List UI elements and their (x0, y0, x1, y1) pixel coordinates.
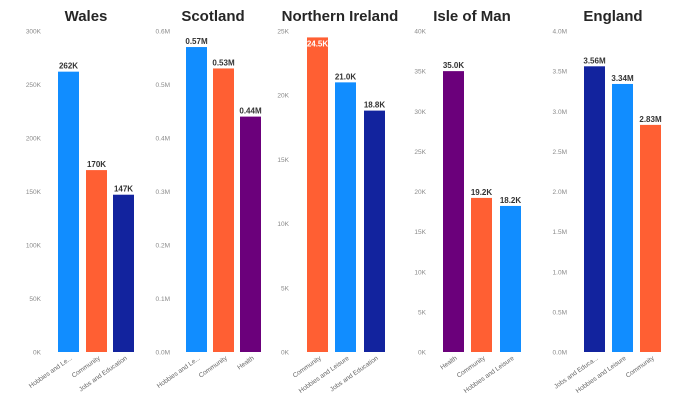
bar[interactable] (364, 110, 385, 352)
bar[interactable] (640, 124, 661, 352)
bar[interactable] (240, 116, 261, 352)
y-tick-label: 0K (418, 350, 427, 357)
y-tick-label: 50K (29, 296, 41, 303)
bar[interactable] (213, 68, 234, 352)
y-tick-label: 15K (414, 229, 426, 236)
data-label: 18.8K (364, 101, 386, 110)
y-tick-label: 0.2M (156, 243, 170, 250)
bar[interactable] (113, 194, 134, 352)
data-label: 24.5K (307, 39, 329, 48)
category-label: Community (625, 354, 657, 379)
y-tick-label: 25K (277, 29, 289, 36)
y-tick-label: 20K (414, 189, 426, 196)
panel-title: Isle of Man (433, 8, 511, 25)
data-label: 0.57M (185, 37, 208, 46)
y-tick-label: 0.4M (156, 136, 170, 143)
data-label: 0.44M (239, 107, 262, 116)
y-tick-label: 0.5M (553, 309, 567, 316)
data-label: 21.0K (335, 72, 357, 81)
y-tick-label: 0.5M (156, 82, 170, 89)
data-label: 262K (59, 62, 78, 71)
category-label: Health (439, 355, 459, 372)
bar[interactable] (86, 170, 107, 352)
data-label: 0.53M (212, 58, 235, 67)
y-tick-label: 2.0M (553, 189, 567, 196)
category-label: Jobs and Education (78, 355, 129, 394)
y-tick-label: 300K (26, 29, 42, 36)
bar[interactable] (335, 82, 356, 353)
data-label: 147K (114, 185, 133, 194)
panel-title: England (583, 8, 642, 25)
y-tick-label: 0.3M (156, 189, 170, 196)
y-tick-label: 0.1M (156, 296, 170, 303)
y-tick-label: 5K (418, 309, 427, 316)
data-label: 3.34M (611, 74, 634, 83)
y-tick-label: 0K (281, 350, 290, 357)
category-label: Hobbies and Le... (28, 355, 74, 390)
category-label: Jobs and Educa... (553, 355, 600, 391)
y-tick-label: 0K (33, 350, 42, 357)
y-tick-label: 0.0M (156, 350, 170, 357)
category-label: Community (198, 354, 230, 379)
bar[interactable] (612, 83, 633, 352)
y-tick-label: 3.5M (553, 69, 567, 76)
bar[interactable] (58, 71, 79, 352)
category-label: Hobbies and Leisure (298, 355, 351, 395)
y-tick-label: 1.5M (553, 229, 567, 236)
y-tick-label: 10K (277, 221, 289, 228)
category-label: Jobs and Education (329, 355, 380, 394)
panel-title: Wales (65, 8, 108, 25)
y-tick-label: 35K (414, 69, 426, 76)
y-tick-label: 25K (414, 149, 426, 156)
y-tick-label: 0.0M (553, 350, 567, 357)
y-tick-label: 1.0M (553, 269, 567, 276)
category-label: Hobbies and Le... (156, 355, 202, 390)
category-label: Health (236, 355, 256, 372)
y-tick-label: 10K (414, 269, 426, 276)
panel-title: Northern Ireland (282, 8, 399, 25)
y-tick-label: 30K (414, 109, 426, 116)
y-tick-label: 2.5M (553, 149, 567, 156)
data-label: 19.2K (471, 188, 493, 197)
y-tick-label: 20K (277, 93, 289, 100)
y-tick-label: 5K (281, 285, 290, 292)
y-tick-label: 150K (26, 189, 42, 196)
data-label: 170K (87, 160, 106, 169)
bar[interactable] (500, 205, 521, 352)
bar[interactable] (584, 66, 605, 352)
y-tick-label: 15K (277, 157, 289, 164)
y-tick-label: 40K (414, 29, 426, 36)
bar[interactable] (471, 197, 492, 352)
data-label: 2.83M (639, 115, 662, 124)
y-tick-label: 3.0M (553, 109, 567, 116)
category-label: Hobbies and Leisure (575, 355, 628, 395)
y-tick-label: 100K (26, 243, 42, 250)
panel-title: Scotland (181, 8, 244, 25)
bar[interactable] (186, 47, 207, 353)
category-label: Hobbies and Leisure (463, 355, 516, 395)
data-label: 35.0K (443, 61, 465, 70)
y-tick-label: 4.0M (553, 29, 567, 36)
bar[interactable] (307, 37, 328, 353)
data-label: 18.2K (500, 196, 522, 205)
y-tick-label: 250K (26, 82, 42, 89)
y-tick-label: 200K (26, 136, 42, 143)
data-label: 3.56M (583, 56, 606, 65)
y-tick-label: 0.6M (156, 29, 170, 36)
bar[interactable] (443, 71, 464, 352)
